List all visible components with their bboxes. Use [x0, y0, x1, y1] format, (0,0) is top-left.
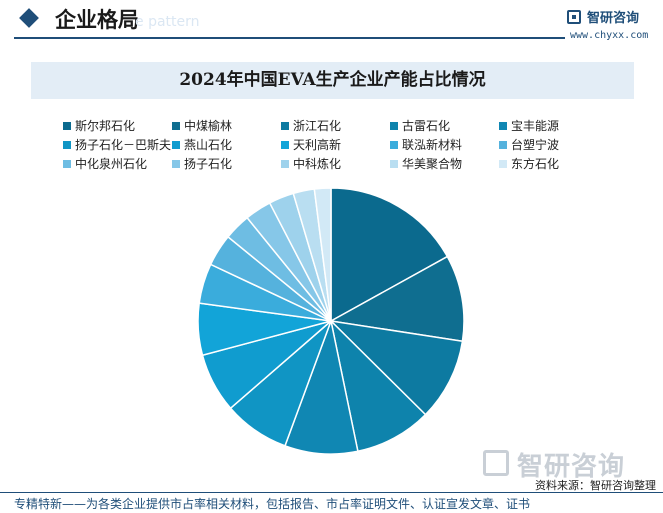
legend-swatch	[390, 140, 398, 149]
legend-label: 中煤榆林	[184, 119, 233, 133]
legend-item: 东方石化	[499, 157, 559, 171]
legend-item: 华美聚合物	[390, 157, 462, 171]
legend-swatch	[499, 121, 507, 130]
legend-item: 扬子石化	[172, 157, 232, 171]
legend-item: 中煤榆林	[172, 119, 232, 133]
legend-item: 台塑宁波	[499, 138, 559, 152]
legend-label: 斯尔邦石化	[75, 119, 136, 133]
pie-slice	[328, 255, 465, 343]
footer-text: 专精特新——为各类企业提供市占率相关材料，包括报告、市占率证明文件、认证宣发文章…	[14, 497, 531, 511]
watermark-english: e pattern	[135, 14, 200, 30]
legend-item: 中化泉州石化	[63, 157, 147, 171]
pie-slice	[313, 187, 332, 322]
legend-label: 台塑宁波	[511, 138, 560, 152]
brand-logo-icon	[567, 10, 581, 24]
legend-swatch	[63, 140, 71, 149]
legend-label: 扬子石化	[184, 157, 233, 171]
legend-item: 宝丰能源	[499, 119, 559, 133]
legend-swatch	[390, 159, 398, 168]
legend-item: 古雷石化	[390, 119, 450, 133]
legend-item: 浙江石化	[281, 119, 341, 133]
source-note: 资料来源：智研咨询整理	[535, 479, 656, 492]
legend-item: 联泓新材料	[390, 138, 462, 152]
legend-label: 燕山石化	[184, 138, 233, 152]
footer-divider	[0, 492, 663, 493]
section-title: 企业格局	[55, 8, 139, 32]
legend-swatch	[281, 121, 289, 130]
legend-label: 中科炼化	[293, 157, 342, 171]
legend-label: 宝丰能源	[511, 119, 560, 133]
pie-slice	[330, 187, 449, 323]
brand-url: www.chyxx.com	[570, 30, 649, 41]
legend-swatch	[172, 121, 180, 130]
page-header: 企业格局 e pattern 智研咨询 www.chyxx.com	[0, 0, 663, 42]
legend-label: 联泓新材料	[402, 138, 463, 152]
legend-swatch	[172, 140, 180, 149]
legend-item: 扬子石化－巴斯夫	[63, 138, 171, 152]
legend-label: 天利高新	[293, 138, 342, 152]
legend-item: 天利高新	[281, 138, 341, 152]
chart-title-band	[31, 62, 634, 99]
legend-swatch	[499, 140, 507, 149]
legend-label: 浙江石化	[293, 119, 342, 133]
legend-label: 扬子石化－巴斯夫	[75, 138, 172, 152]
legend-label: 华美聚合物	[402, 157, 463, 171]
legend-swatch	[281, 159, 289, 168]
legend-swatch	[281, 140, 289, 149]
watermark-brand: 智研咨询	[517, 452, 626, 482]
legend-item: 燕山石化	[172, 138, 232, 152]
chart-title: 2024年中国EVA生产企业产能占比情况	[179, 70, 486, 90]
legend-swatch	[172, 159, 180, 168]
legend-item: 斯尔邦石化	[63, 119, 135, 133]
legend-swatch	[63, 159, 71, 168]
brand-name: 智研咨询	[587, 11, 640, 26]
legend-label: 东方石化	[511, 157, 560, 171]
pie-slice	[329, 318, 427, 453]
pie-slice	[328, 319, 464, 416]
legend-item: 中科炼化	[281, 157, 341, 171]
legend-swatch	[390, 121, 398, 130]
header-divider	[14, 37, 565, 39]
legend-swatch	[499, 159, 507, 168]
legend-label: 中化泉州石化	[75, 157, 148, 171]
legend-swatch	[63, 121, 71, 130]
watermark-logo-icon	[483, 450, 509, 476]
legend-label: 古雷石化	[402, 119, 451, 133]
